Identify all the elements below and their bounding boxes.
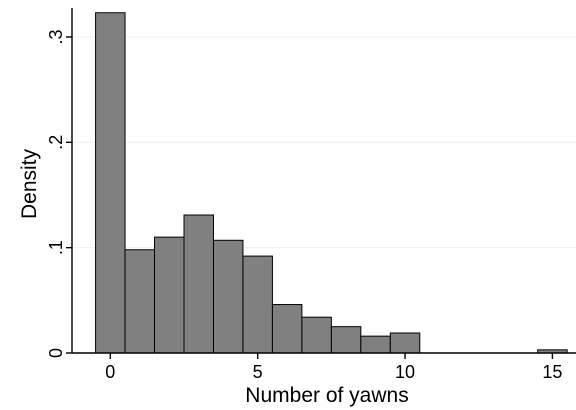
histogram-bar-7: [301, 316, 332, 354]
histogram-bar-4: [212, 239, 244, 354]
x-tick-label-2: 10: [395, 362, 415, 382]
x-axis-title: Number of yawns: [245, 384, 408, 407]
histogram-bar-3: [183, 214, 214, 354]
y-axis-title: Density: [18, 148, 41, 219]
histogram-bar-8: [330, 326, 362, 354]
histogram-bar-2: [154, 236, 185, 354]
y-tick-label-0: 0: [46, 348, 66, 358]
y-tick-label-1: .1: [46, 240, 66, 255]
x-tick-label-1: 5: [253, 362, 263, 382]
histogram-bar-9: [360, 335, 391, 354]
y-tick-label-2: .2: [46, 135, 66, 150]
histogram-bar-10: [389, 332, 421, 354]
x-tick-label-0: 0: [105, 362, 115, 382]
x-tick-label-3: 15: [542, 362, 562, 382]
histogram-bar-1: [124, 249, 156, 354]
histogram-bar-6: [271, 304, 303, 354]
y-tick-label-3: .3: [46, 29, 66, 44]
histogram-bar-0: [95, 12, 126, 354]
histogram-bars: [95, 12, 568, 354]
histogram-bar-5: [242, 255, 273, 354]
axes: [66, 8, 576, 359]
tick-labels: 0 .1 .2 .3 0 5 10 15: [46, 29, 562, 382]
